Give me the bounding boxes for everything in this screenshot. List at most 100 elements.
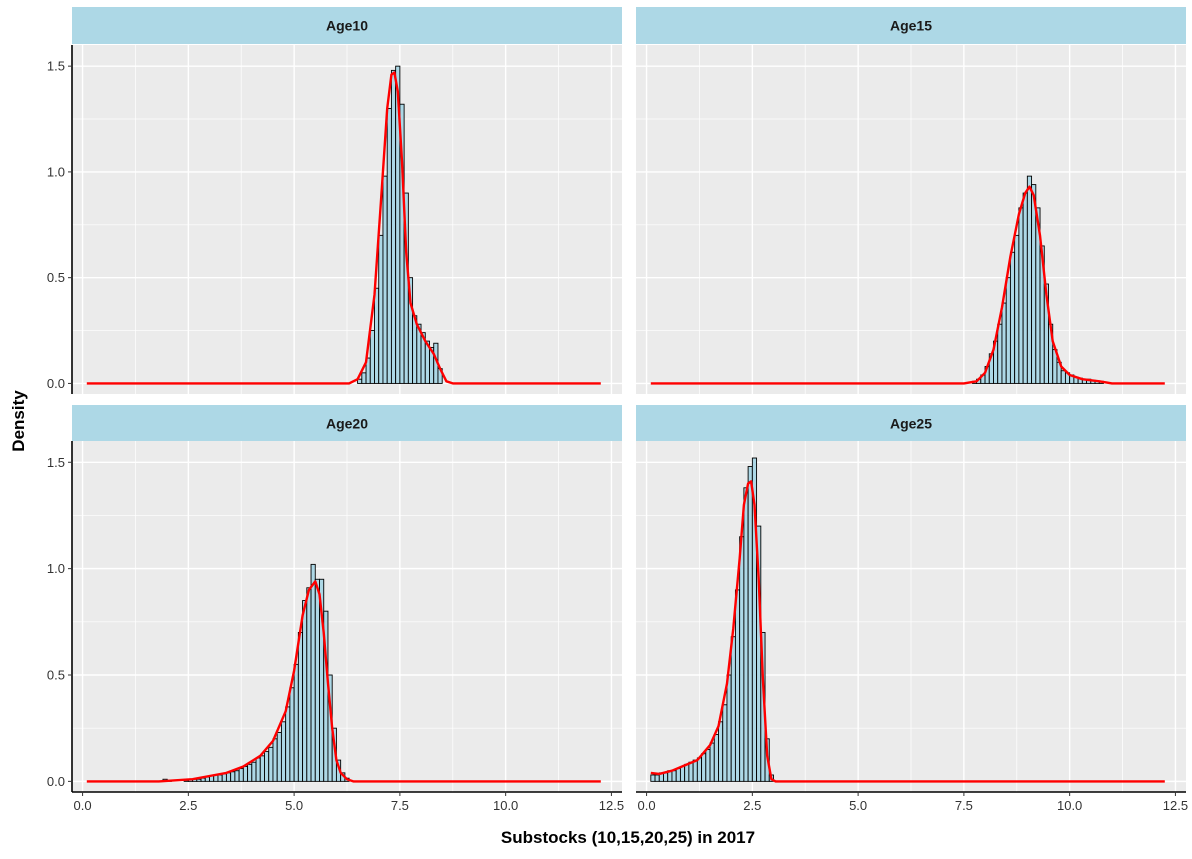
x-tick-label: 7.5 [955, 798, 973, 813]
histogram-bar [1005, 277, 1011, 384]
histogram-bar [709, 742, 715, 782]
x-tick-label: 2.5 [743, 798, 761, 813]
histogram-bar [718, 721, 724, 782]
facet-strip-label: Age15 [890, 18, 932, 34]
facet-strip [72, 405, 622, 442]
histogram-bar [701, 753, 707, 782]
histogram-bar [390, 69, 397, 384]
histogram-bar [378, 234, 384, 384]
facet-strip-label: Age10 [326, 18, 368, 34]
histogram-bar [412, 315, 418, 384]
histogram-bar [230, 771, 236, 782]
histogram-bar [310, 563, 316, 782]
x-tick-label: 0.0 [74, 798, 92, 813]
histogram-bar [713, 734, 719, 782]
histogram-bar [1022, 192, 1028, 384]
x-axis-title: Substocks (10,15,20,25) in 2017 [501, 828, 755, 847]
density-line [650, 480, 1165, 783]
histogram-bar [743, 487, 749, 782]
histogram-bar [1001, 302, 1007, 384]
y-tick-label: 1.0 [47, 561, 65, 576]
x-tick-label: 5.0 [849, 798, 867, 813]
histogram-bar [747, 466, 753, 782]
histogram-bar [289, 687, 295, 782]
y-tick-label: 1.5 [47, 59, 65, 74]
x-tick-label: 12.5 [599, 798, 624, 813]
histogram-bar [663, 772, 669, 782]
density-line [86, 71, 601, 385]
y-tick-label: 0.0 [47, 774, 65, 789]
y-tick-label: 0.0 [47, 376, 65, 391]
x-tick-label: 7.5 [391, 798, 409, 813]
facet-strip-label: Age20 [326, 416, 368, 432]
histogram-bar [221, 773, 227, 782]
histogram-bar [255, 757, 261, 782]
facet-panels: Age10 Age15 Age20 Age25 [72, 7, 1186, 792]
histogram-bar [242, 766, 249, 782]
density-line [86, 580, 601, 783]
histogram-bar [1018, 207, 1024, 384]
axis-lines: 0.0 0.5 1.0 1.5 0.0 0.5 1.0 1.5 0.0 2.5 5.0 7.5 10.0… [47, 45, 1188, 813]
histogram-bar [696, 757, 703, 782]
histogram-bar [302, 600, 308, 782]
histogram-bar [679, 766, 686, 782]
histogram-bar [264, 751, 270, 782]
histogram-bar [734, 589, 741, 782]
y-tick-label: 0.5 [47, 270, 65, 285]
density-line [650, 185, 1165, 385]
x-tick-label: 5.0 [285, 798, 303, 813]
y-axis-title: Density [9, 390, 28, 452]
histogram-bar [259, 755, 265, 782]
histogram-bar [217, 774, 223, 782]
histogram-bar [1031, 184, 1037, 384]
histogram-bar [650, 774, 656, 782]
histogram-bar [369, 330, 375, 384]
histogram-bar [1009, 251, 1016, 384]
histogram-bar [251, 761, 257, 782]
histogram-bar [280, 721, 287, 782]
x-tick-label: 0.0 [638, 798, 656, 813]
x-tick-label: 12.5 [1163, 798, 1188, 813]
histogram-bar [297, 632, 304, 782]
histogram-bar [997, 323, 1003, 384]
histogram-bar [234, 770, 240, 782]
histogram-bar [730, 636, 736, 782]
facet-strip [636, 7, 1186, 44]
y-tick-label: 1.5 [47, 455, 65, 470]
x-tick-label: 2.5 [179, 798, 197, 813]
histogram-bar [1026, 175, 1033, 384]
histogram-bar [739, 536, 745, 782]
histogram-bar [726, 674, 732, 782]
facet-panel-age10: Age10 [72, 7, 622, 394]
histogram-bar [722, 704, 728, 782]
histogram-bar [238, 768, 244, 782]
histogram-bar [705, 749, 711, 782]
histogram-bar [276, 731, 282, 782]
x-tick-label: 10.0 [493, 798, 518, 813]
histogram-bar [306, 587, 312, 782]
histogram-bar [247, 763, 253, 782]
y-tick-label: 0.5 [47, 668, 65, 683]
histogram-bar [225, 772, 232, 782]
histogram-bar [386, 108, 392, 384]
histogram-bar [268, 746, 274, 782]
x-tick-label: 10.0 [1057, 798, 1082, 813]
histogram-bar [692, 759, 698, 782]
histogram-bar [1060, 370, 1066, 384]
histogram-bar [272, 738, 278, 782]
facet-strip-label: Age25 [890, 416, 932, 432]
facet-panel-age15: Age15 [636, 7, 1186, 394]
histogram-bar [293, 663, 299, 782]
y-tick-label: 1.0 [47, 164, 65, 179]
facet-strip [636, 405, 1186, 442]
histogram-bar [361, 372, 367, 384]
facet-panel-age25: Age25 [636, 405, 1186, 792]
histogram-bar [688, 761, 694, 782]
histogram-bar [671, 770, 677, 782]
histogram-bar [684, 763, 690, 782]
facet-strip [72, 7, 622, 44]
facet-panel-age20: Age20 [72, 405, 622, 792]
histogram-bar [314, 578, 320, 782]
